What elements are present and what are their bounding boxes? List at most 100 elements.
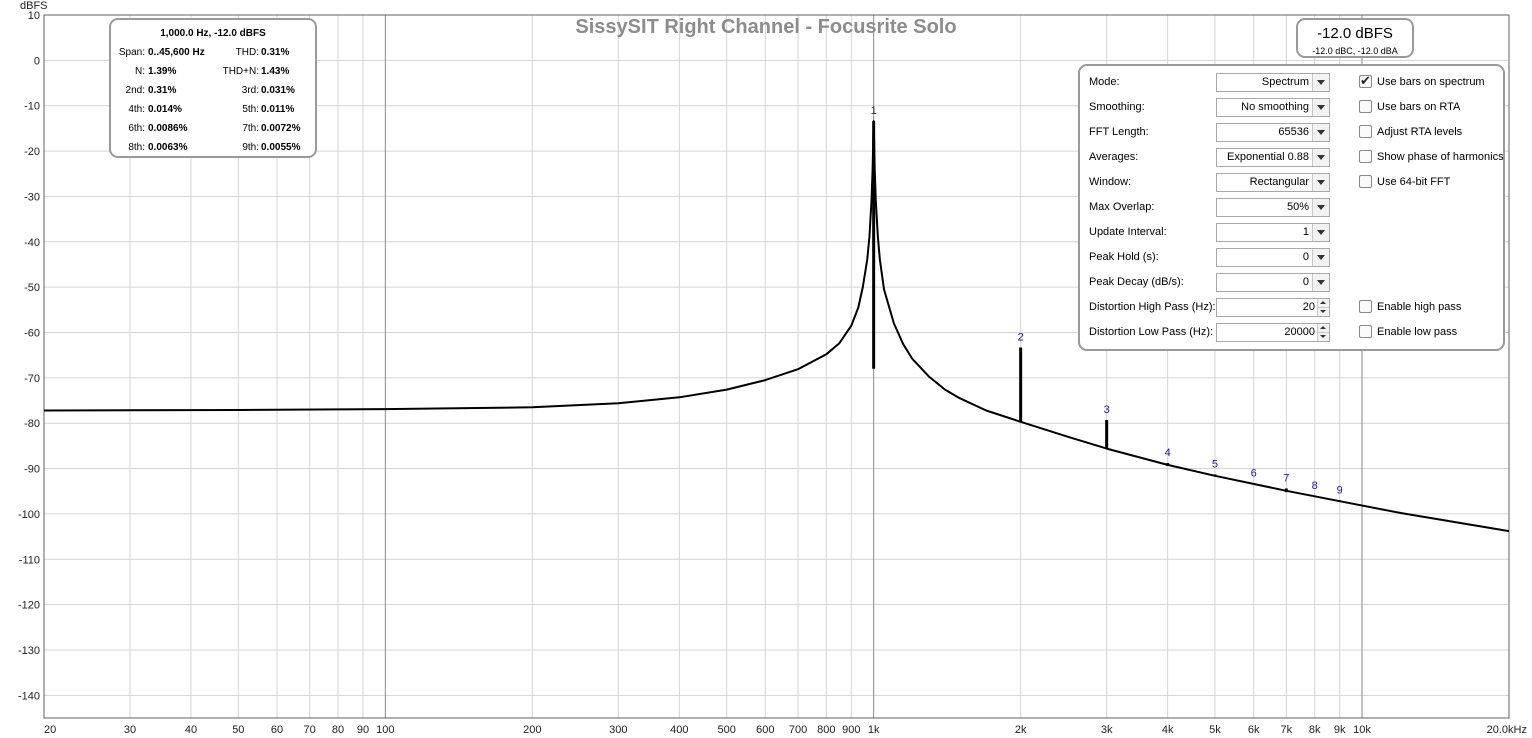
spin-up-icon[interactable] xyxy=(1317,324,1329,333)
control-label: Mode: xyxy=(1089,76,1120,88)
y-tick-label: 10 xyxy=(28,10,40,22)
dropdown-select[interactable]: 0 xyxy=(1216,273,1330,292)
x-tick-label: 500 xyxy=(717,724,735,736)
x-tick-label: 70 xyxy=(304,724,316,736)
info-value: 0..45,600 Hz xyxy=(148,47,205,58)
control-value: Exponential 0.88 xyxy=(1227,151,1309,163)
checkbox-box[interactable]: ✔ xyxy=(1359,73,1372,88)
control-label: Peak Decay (dB/s): xyxy=(1089,276,1184,288)
chart-title: SissySIT Right Channel - Focusrite Solo xyxy=(575,16,956,38)
control-row: Max Overlap: 50% xyxy=(1089,198,1499,217)
control-label: Max Overlap: xyxy=(1089,201,1155,213)
checkbox-box[interactable] xyxy=(1359,325,1372,338)
control-label: Distortion High Pass (Hz): xyxy=(1089,301,1216,313)
info-label: THD+N: xyxy=(222,66,259,77)
checkbox-label: Use 64-bit FFT xyxy=(1377,176,1451,188)
chevron-down-icon[interactable] xyxy=(1312,74,1329,91)
control-value: Rectangular xyxy=(1249,176,1309,188)
dropdown-select[interactable]: Exponential 0.88 xyxy=(1216,148,1330,167)
y-tick-label: -70 xyxy=(24,373,40,385)
dropdown-select[interactable]: 65536 xyxy=(1216,123,1330,142)
x-tick-label: 100 xyxy=(376,724,394,736)
checkbox-box[interactable] xyxy=(1359,300,1372,313)
level-dbfs: -12.0 dBFS xyxy=(1317,25,1393,42)
chevron-down-icon[interactable] xyxy=(1312,274,1329,291)
x-tick-label: 80 xyxy=(332,724,344,736)
checkbox-label: Show phase of harmonics xyxy=(1377,151,1504,163)
info-value: 0.031% xyxy=(261,85,295,96)
chevron-down-icon[interactable] xyxy=(1312,99,1329,116)
harmonic-label: 2 xyxy=(1018,331,1024,343)
x-tick-label: 600 xyxy=(756,724,774,736)
x-tick-label: 2k xyxy=(1015,724,1027,736)
spectrum-trace xyxy=(43,120,1510,533)
x-tick-label: 900 xyxy=(842,724,860,736)
info-value: 1.39% xyxy=(148,66,177,77)
checkbox-label: Enable low pass xyxy=(1377,326,1458,338)
checkbox-box[interactable] xyxy=(1359,100,1372,113)
control-row: FFT Length: 65536 Adjust RTA levels xyxy=(1089,123,1499,142)
spinner-input[interactable]: 20000 xyxy=(1216,323,1330,342)
control-value: 65536 xyxy=(1278,126,1309,138)
spin-up-icon[interactable] xyxy=(1317,299,1329,308)
info-label: 5th: xyxy=(242,104,259,115)
harmonic-label: 1 xyxy=(871,105,877,117)
control-row: Distortion Low Pass (Hz): 20000 Enable low… xyxy=(1089,323,1499,342)
x-tick-label: 20 xyxy=(44,724,56,736)
control-label: Window: xyxy=(1089,176,1132,188)
checkbox-label: Use bars on RTA xyxy=(1377,101,1461,113)
y-tick-label: -140 xyxy=(18,690,40,702)
info-label: Span: xyxy=(118,47,145,58)
info-value: 0.014% xyxy=(148,104,182,115)
control-label: Distortion Low Pass (Hz): xyxy=(1089,326,1214,338)
dropdown-select[interactable]: 50% xyxy=(1216,198,1330,217)
info-label: 8th: xyxy=(128,142,145,153)
chevron-down-icon[interactable] xyxy=(1312,224,1329,241)
analyser-controls-panel: Mode: Spectrum ✔ Use bars on spectrum Smooth… xyxy=(1078,64,1505,351)
spinner-input[interactable]: 20 xyxy=(1216,298,1330,317)
y-tick-label: -100 xyxy=(18,509,40,521)
info-row: 6th: 0.0086% 7th: 0.0072% xyxy=(111,123,315,137)
info-label: 4th: xyxy=(128,104,145,115)
harmonic-label: 5 xyxy=(1212,458,1218,470)
dropdown-select[interactable]: No smoothing xyxy=(1216,98,1330,117)
checkbox-box[interactable] xyxy=(1359,125,1372,138)
control-row: Smoothing: No smoothing Use bars on RTA xyxy=(1089,98,1499,117)
control-value: 50% xyxy=(1286,201,1309,213)
dropdown-select[interactable]: 0 xyxy=(1216,248,1330,267)
dropdown-select[interactable]: 1 xyxy=(1216,223,1330,242)
harmonic-label: 6 xyxy=(1251,468,1257,480)
spin-down-icon[interactable] xyxy=(1317,333,1329,341)
y-tick-label: 0 xyxy=(34,55,40,67)
control-label: Update Interval: xyxy=(1089,226,1167,238)
control-row: Mode: Spectrum ✔ Use bars on spectrum xyxy=(1089,73,1499,92)
y-tick-label: -10 xyxy=(24,101,40,113)
info-label: N: xyxy=(135,66,145,77)
distortion-info-panel: 1,000.0 Hz, -12.0 dBFS Span: 0..45,600 Hz… xyxy=(109,18,317,158)
checkbox-box[interactable] xyxy=(1359,150,1372,163)
checkbox-label: Enable high pass xyxy=(1377,301,1462,313)
control-value: No smoothing xyxy=(1241,101,1309,113)
spin-down-icon[interactable] xyxy=(1317,308,1329,316)
chevron-down-icon[interactable] xyxy=(1312,249,1329,266)
control-row: Peak Decay (dB/s): 0 xyxy=(1089,273,1499,292)
info-value: 0.31% xyxy=(148,85,177,96)
x-tick-label: 50 xyxy=(232,724,244,736)
x-tick-label: 40 xyxy=(185,724,197,736)
chevron-down-icon[interactable] xyxy=(1312,124,1329,141)
y-tick-label: -60 xyxy=(24,327,40,339)
info-value: 0.0072% xyxy=(261,123,301,134)
dropdown-select[interactable]: Spectrum xyxy=(1216,73,1330,92)
control-label: Smoothing: xyxy=(1089,101,1145,113)
dropdown-select[interactable]: Rectangular xyxy=(1216,173,1330,192)
info-value: 1.43% xyxy=(261,66,290,77)
checkbox-label: Use bars on spectrum xyxy=(1377,76,1485,88)
control-row: Distortion High Pass (Hz): 20 Enable high … xyxy=(1089,298,1499,317)
info-label: 6th: xyxy=(128,123,145,134)
chevron-down-icon[interactable] xyxy=(1312,199,1329,216)
x-tick-label: 9k xyxy=(1334,724,1346,736)
checkbox-box[interactable] xyxy=(1359,175,1372,188)
chevron-down-icon[interactable] xyxy=(1312,149,1329,166)
chevron-down-icon[interactable] xyxy=(1312,174,1329,191)
y-tick-label: -120 xyxy=(18,600,40,612)
